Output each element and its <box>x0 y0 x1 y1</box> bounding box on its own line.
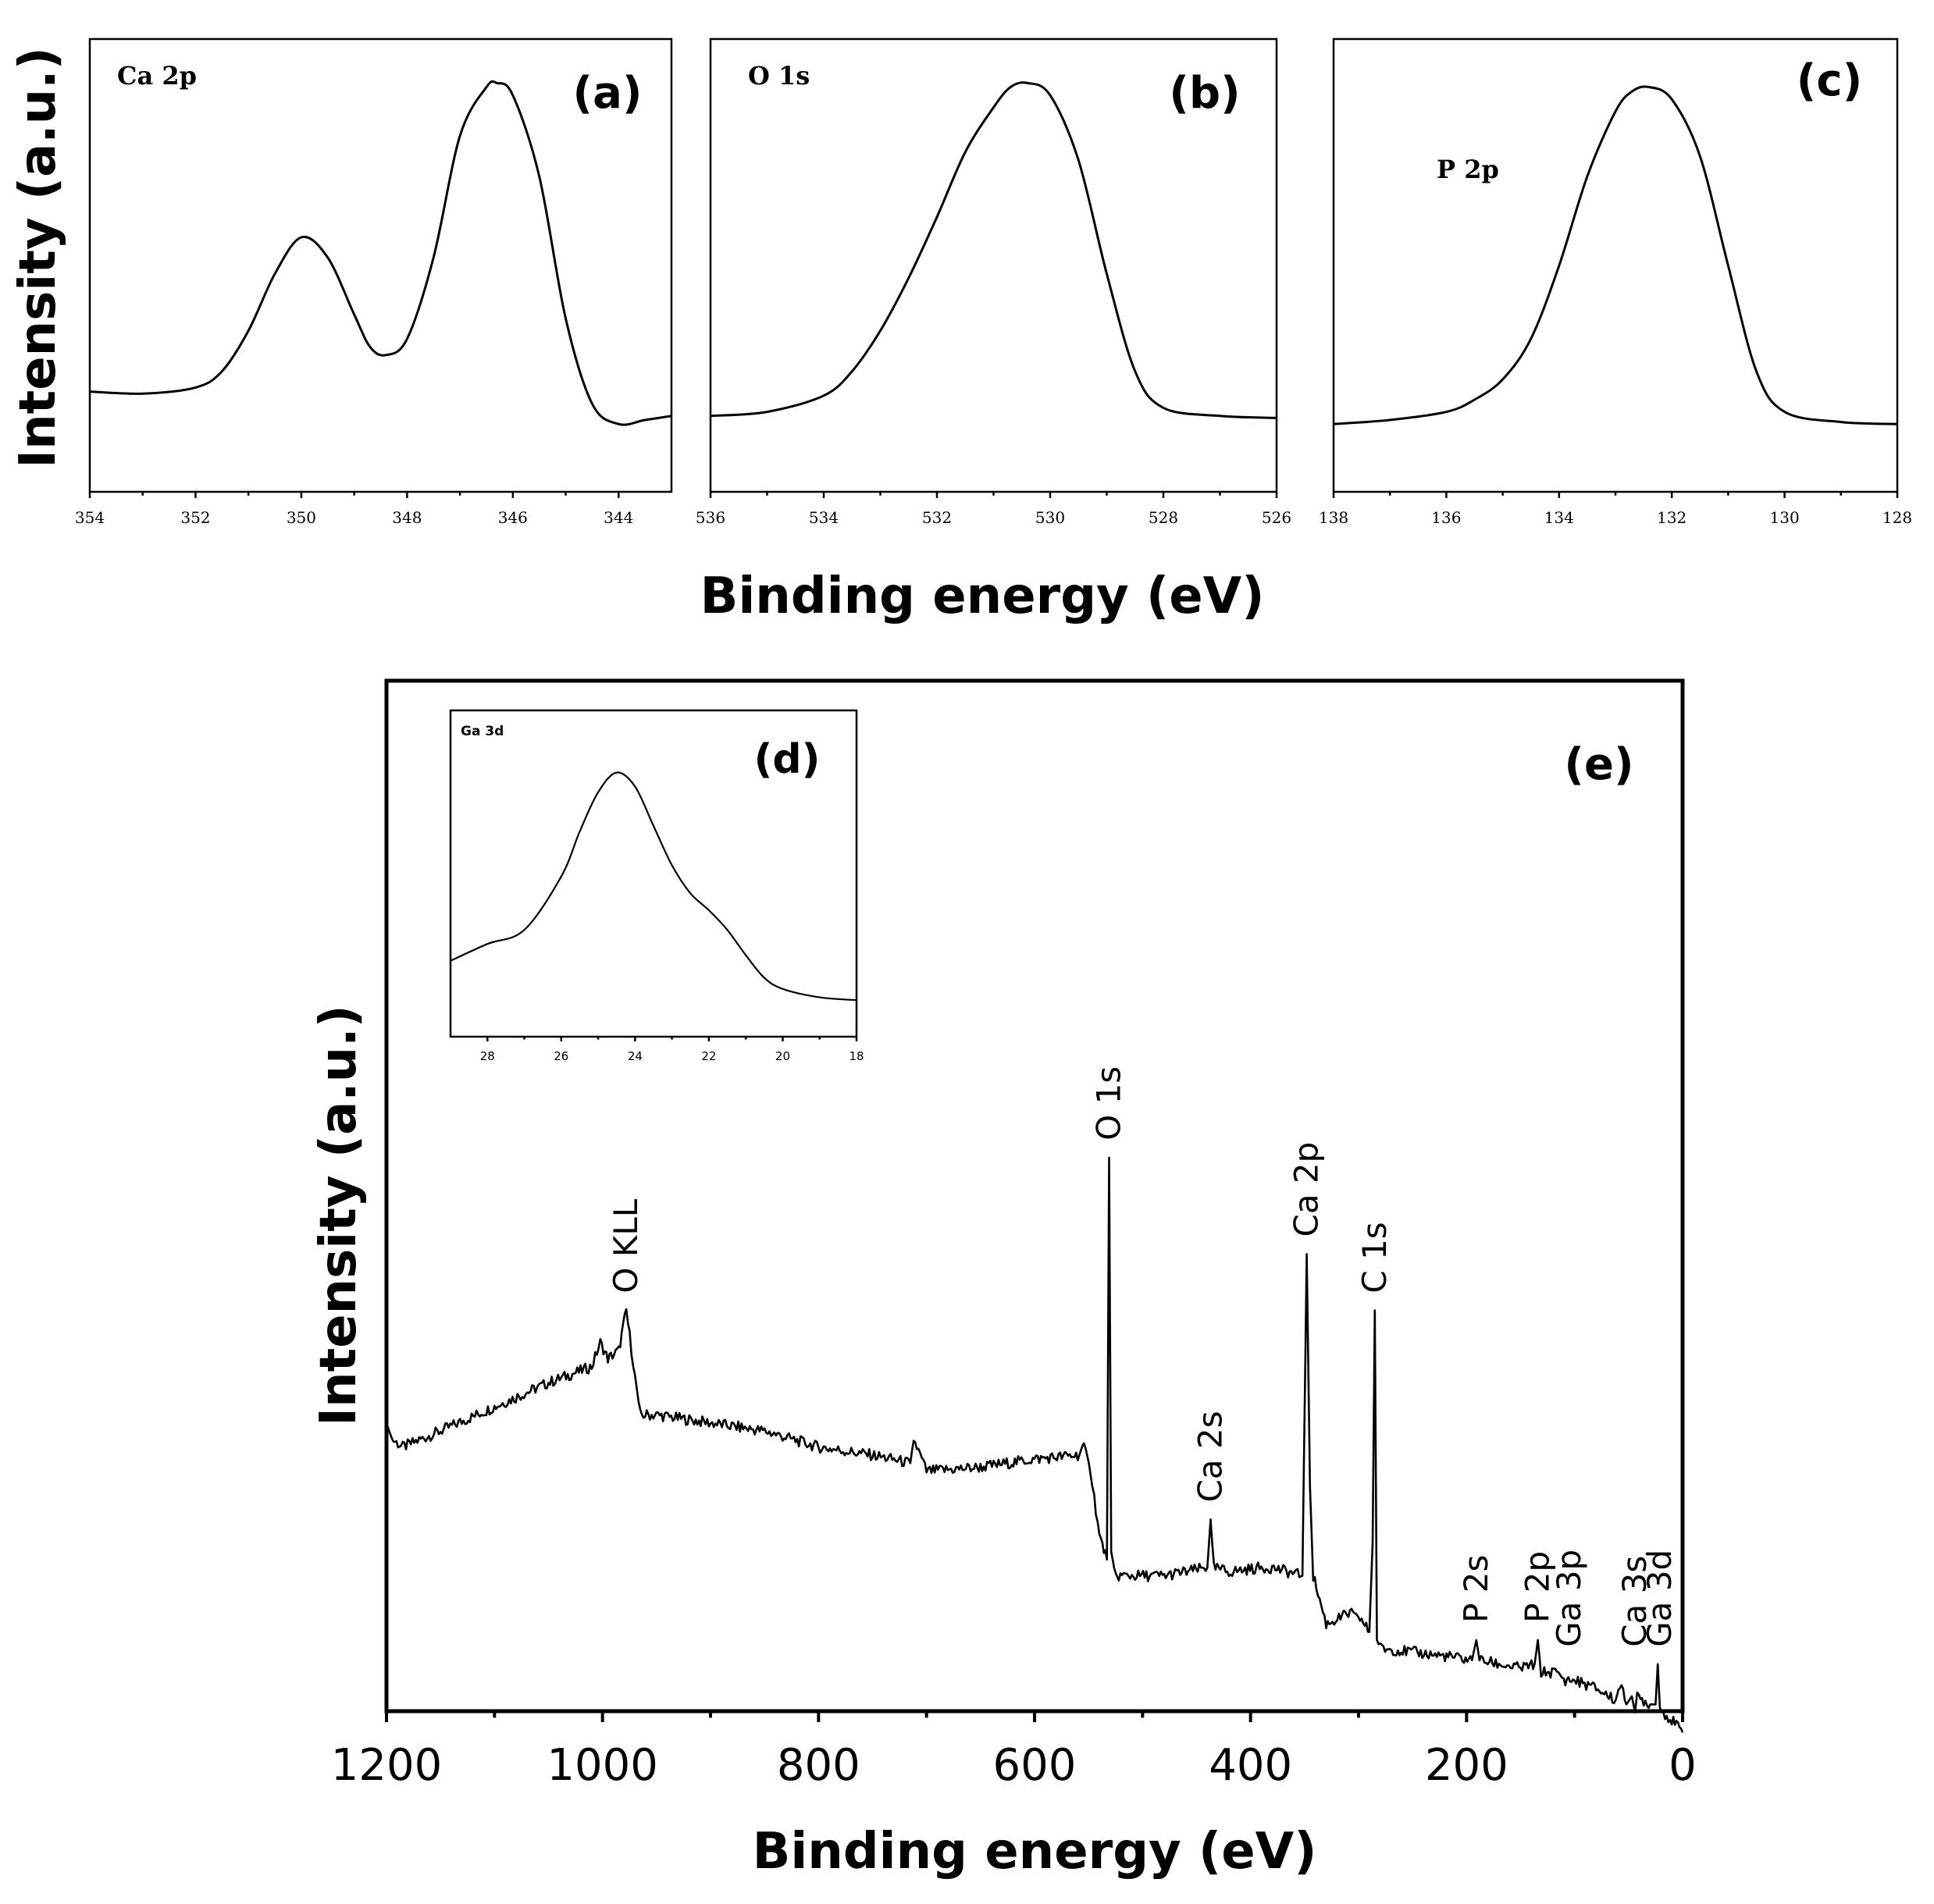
x-tick-label-d-2: 24 <box>628 1049 643 1063</box>
panel-a-label: (a) <box>573 68 643 119</box>
peak-label-ga-3p: Ga 3p <box>1550 1550 1588 1647</box>
x-tick-label-d-0: 28 <box>480 1049 495 1063</box>
x-tick-label-d-3: 22 <box>701 1049 716 1063</box>
panel-c-core-level: P 2p <box>1437 155 1499 184</box>
x-tick-label-a-5: 344 <box>604 508 633 527</box>
panel-e-survey-curve <box>385 1156 1684 1733</box>
x-tick-label-b-2: 532 <box>922 508 952 527</box>
top-y-axis-title: Intensity (a.u.) <box>9 47 67 468</box>
x-tick-label-d-4: 20 <box>775 1049 790 1063</box>
x-tick-label-c-5: 128 <box>1882 508 1912 527</box>
peak-label-p-2s: P 2s <box>1457 1555 1495 1623</box>
panel-c-x-ticks: 138 136 134 132 130 128 <box>1319 492 1912 527</box>
x-tick-label-b-3: 530 <box>1035 508 1065 527</box>
panel-a-frame <box>88 37 673 493</box>
x-tick-label-b-0: 536 <box>696 508 725 527</box>
peak-label-o-kll: O KLL <box>607 1198 645 1293</box>
peak-label-p-2p: P 2p <box>1519 1551 1557 1623</box>
panel-d-core-level: Ga 3d <box>461 724 504 739</box>
panel-c-label: (c) <box>1797 55 1862 106</box>
x-tick-label-e-1: 1000 <box>547 1740 658 1791</box>
panel-e-label: (e) <box>1564 739 1633 790</box>
panel-c: 138 136 134 132 130 128 (c) P 2p <box>1319 37 1912 527</box>
peak-label-ca-3s: Ca 3s <box>1615 1556 1654 1647</box>
panel-b-label: (b) <box>1169 68 1240 119</box>
panel-b-core-level: O 1s <box>748 61 810 91</box>
x-tick-label-c-3: 132 <box>1657 508 1686 527</box>
peak-label-ca-2s: Ca 2s <box>1191 1411 1230 1502</box>
panel-e: 1200 1000 800 600 400 200 0 O KLL O 1s Ca 2s Ca 2… <box>310 678 1697 1881</box>
x-tick-label-b-1: 534 <box>809 508 839 527</box>
panel-b-x-ticks: 536 534 532 530 528 526 <box>696 492 1291 527</box>
panel-d-inset: 28 26 24 22 20 18 (d) Ga 3d <box>449 709 864 1063</box>
x-tick-label-c-0: 138 <box>1319 508 1348 527</box>
panel-c-frame <box>1332 37 1899 493</box>
peak-label-ga-3d: Ga 3d <box>1640 1550 1679 1647</box>
x-tick-label-e-0: 1200 <box>331 1740 443 1791</box>
x-tick-label-a-0: 354 <box>75 508 105 527</box>
panel-d-ga3d-curve <box>450 771 857 1002</box>
x-tick-label-a-1: 352 <box>180 508 210 527</box>
panel-b: 536 534 532 530 528 526 (b) O 1s <box>696 37 1291 527</box>
x-tick-label-b-4: 528 <box>1149 508 1178 527</box>
panel-d-frame <box>449 709 858 1038</box>
bottom-x-axis-title: Binding energy (eV) <box>753 1823 1317 1881</box>
panel-a: 354 352 350 348 346 344 (a) Ca 2p <box>75 37 673 527</box>
x-tick-label-c-2: 134 <box>1544 508 1574 527</box>
panel-a-ca2p-curve <box>89 80 672 426</box>
x-tick-label-e-6: 0 <box>1669 1740 1697 1791</box>
x-tick-label-d-5: 18 <box>849 1049 864 1063</box>
panel-e-x-ticks: 1200 1000 800 600 400 200 0 <box>331 1711 1697 1791</box>
x-tick-label-a-2: 350 <box>287 508 316 527</box>
x-tick-label-a-4: 346 <box>498 508 528 527</box>
x-tick-label-e-2: 800 <box>777 1740 860 1791</box>
panel-d-label: (d) <box>754 736 821 783</box>
peak-label-o-1s: O 1s <box>1090 1066 1128 1141</box>
x-tick-label-e-4: 400 <box>1209 1740 1292 1791</box>
x-tick-label-e-5: 200 <box>1425 1740 1508 1791</box>
x-tick-label-d-1: 26 <box>554 1049 568 1063</box>
x-tick-label-a-3: 348 <box>392 508 422 527</box>
peak-label-ca-2p: Ca 2p <box>1288 1142 1326 1237</box>
x-tick-label-b-5: 526 <box>1262 508 1291 527</box>
panel-a-core-level: Ca 2p <box>117 61 197 91</box>
x-tick-label-e-3: 600 <box>993 1740 1077 1791</box>
panel-c-p2p-curve <box>1333 85 1898 425</box>
panel-a-x-ticks: 354 352 350 348 346 344 <box>75 492 633 527</box>
x-tick-label-c-4: 130 <box>1770 508 1800 527</box>
x-tick-label-c-1: 136 <box>1431 508 1461 527</box>
bottom-y-axis-title: Intensity (a.u.) <box>310 1005 368 1425</box>
panel-d-x-ticks: 28 26 24 22 20 18 <box>480 1037 864 1063</box>
peak-label-c-1s: C 1s <box>1355 1222 1394 1293</box>
panel-b-o1s-curve <box>710 81 1277 419</box>
top-x-axis-title: Binding energy (eV) <box>700 568 1265 625</box>
